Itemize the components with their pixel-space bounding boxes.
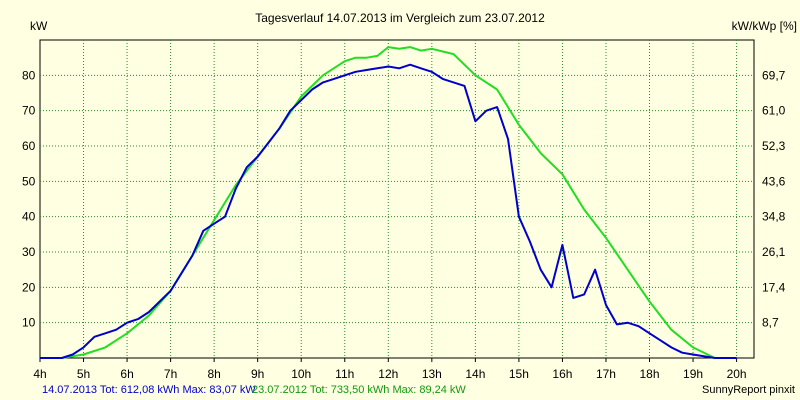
x-tick-label: 10h (291, 367, 311, 381)
y-tick-label-right: 61,0 (762, 104, 786, 118)
x-tick-label: 15h (509, 367, 529, 381)
series-line-2013 (40, 63, 737, 359)
chart-title: Tagesverlauf 14.07.2013 im Vergleich zum… (255, 11, 545, 25)
series-lines (40, 46, 737, 359)
grid-lines (39, 40, 754, 362)
y-tick-label-left: 20 (22, 280, 36, 294)
y-tick-label-left: 50 (22, 174, 36, 188)
x-tick-label: 8h (207, 367, 220, 381)
x-tick-label: 19h (683, 367, 703, 381)
plot-area (39, 39, 755, 359)
x-tick-label: 5h (77, 367, 90, 381)
y-axis-right-label: kW/kWp [%] (732, 19, 797, 33)
y-tick-label-left: 40 (22, 210, 36, 224)
x-tick-label: 14h (465, 367, 485, 381)
x-tick-label: 18h (639, 367, 659, 381)
footer-series-1: 14.07.2013 Tot: 612,08 kWh Max: 83,07 kW (42, 384, 256, 396)
x-tick-label: 20h (727, 367, 747, 381)
x-tick-label: 6h (120, 367, 133, 381)
y-tick-label-right: 52,3 (762, 139, 786, 153)
y-tick-label-left: 10 (22, 316, 36, 330)
x-tick-label: 12h (378, 367, 398, 381)
y-tick-label-right: 8,7 (762, 316, 779, 330)
x-tick-label: 11h (335, 367, 354, 381)
footer-brand: SunnyReport pinxit (702, 384, 795, 396)
y-tick-label-left: 30 (22, 245, 36, 259)
x-tick-label: 9h (251, 367, 264, 381)
x-tick-label: 4h (33, 367, 46, 381)
x-tick-label: 17h (596, 367, 616, 381)
y-tick-label-right: 43,6 (762, 174, 786, 188)
y-tick-label-right: 17,4 (762, 280, 786, 294)
x-tick-label: 7h (164, 367, 177, 381)
y-tick-label-right: 26,1 (762, 245, 786, 259)
y-tick-label-left: 70 (22, 104, 36, 118)
y-tick-label-left: 80 (22, 68, 36, 82)
y-tick-label-right: 69,7 (762, 68, 786, 82)
x-tick-label: 16h (552, 367, 572, 381)
y-axis-left-label: kW (30, 19, 48, 33)
tick-labels: 4h 5h 6h 7h 8h 9h 10h 11h 12h 13h 14h 15h 16h 17h 18h 1… (22, 68, 786, 381)
y-tick-label-left: 60 (22, 139, 36, 153)
y-tick-label-right: 34,8 (762, 210, 786, 224)
footer-series-2: 23.07.2012 Tot: 733,50 kWh Max: 89,24 kW (252, 384, 466, 396)
x-tick-label: 13h (422, 367, 442, 381)
